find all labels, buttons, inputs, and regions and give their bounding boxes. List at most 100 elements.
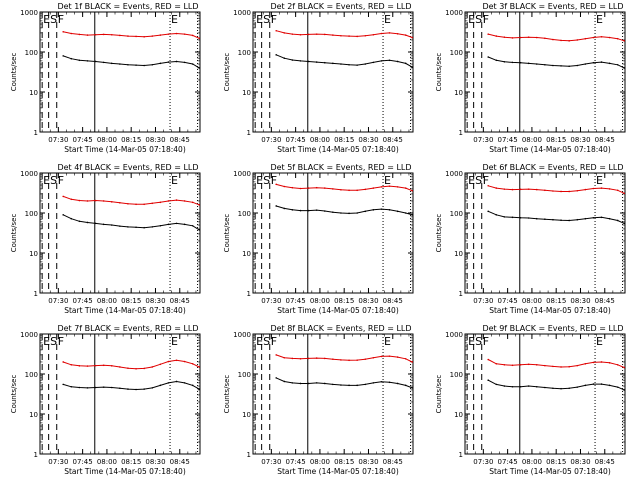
x-tick-label: 08:45 — [595, 458, 615, 466]
data-point-events — [404, 384, 407, 387]
series-line-lld — [487, 359, 625, 368]
data-point-events — [191, 384, 194, 387]
data-point-lld — [600, 361, 603, 363]
y-tick-label: 10 — [454, 250, 463, 258]
data-point-events — [198, 388, 200, 390]
data-point-events — [315, 382, 318, 384]
data-point-events — [576, 218, 579, 221]
data-point-lld — [315, 186, 318, 189]
data-point-lld — [356, 189, 358, 192]
data-point-events — [527, 62, 530, 65]
data-point-lld — [356, 35, 358, 38]
data-point-events — [315, 209, 318, 211]
x-tick-label: 08:45 — [595, 297, 615, 305]
x-tick-label: 07:30 — [261, 297, 281, 305]
data-point-lld — [487, 184, 490, 187]
data-point-lld — [143, 203, 145, 206]
data-point-lld — [291, 186, 294, 189]
data-point-events — [175, 60, 178, 63]
event-marker-label: ES — [256, 13, 270, 26]
data-point-events — [119, 225, 121, 227]
data-point-events — [299, 382, 302, 385]
data-point-lld — [404, 34, 407, 36]
data-point-events — [608, 62, 611, 65]
data-point-events — [94, 386, 97, 389]
data-point-events — [62, 214, 65, 216]
x-tick-label: 08:15 — [121, 458, 141, 466]
data-point-lld — [143, 35, 145, 38]
data-point-lld — [511, 188, 514, 191]
x-tick-label: 08:15 — [546, 136, 566, 144]
y-tick-label: 100 — [238, 371, 251, 379]
y-tick-label: 1000 — [233, 331, 251, 339]
data-point-events — [102, 386, 105, 388]
series-line-lld — [63, 359, 200, 370]
event-marker-label: F — [271, 174, 277, 187]
data-point-lld — [404, 357, 407, 360]
data-point-events — [503, 216, 506, 218]
data-point-lld — [70, 198, 73, 201]
data-point-lld — [388, 185, 391, 187]
x-tick-label: 07:30 — [473, 458, 493, 466]
data-point-events — [364, 210, 367, 213]
panel-det-7: Det 7f BLACK = Events, RED = LLD 1 10 100 10… — [10, 324, 201, 476]
data-point-events — [110, 62, 113, 65]
data-point-lld — [623, 366, 625, 369]
panel-title: Det 3f BLACK = Events, RED = LLD — [482, 2, 623, 11]
panel-title: Det 2f BLACK = Events, RED = LLD — [270, 2, 411, 11]
data-point-events — [70, 57, 73, 60]
data-point-lld — [396, 33, 399, 35]
data-point-lld — [175, 32, 178, 35]
data-point-lld — [372, 187, 375, 189]
x-tick-label: 08:00 — [97, 136, 117, 144]
data-point-events — [616, 63, 619, 66]
data-point-events — [299, 60, 302, 62]
data-point-events — [519, 61, 522, 64]
data-point-lld — [110, 365, 113, 367]
data-point-events — [167, 382, 170, 384]
data-point-events — [623, 67, 625, 69]
data-point-events — [191, 224, 194, 227]
x-axis-label: Start Time (14-Mar-05 07:18:40) — [277, 306, 399, 315]
y-axis-label: Counts/sec — [435, 214, 443, 253]
x-tick-label: 07:45 — [73, 458, 93, 466]
data-point-lld — [544, 189, 546, 192]
data-point-lld — [348, 359, 350, 362]
data-point-lld — [404, 187, 407, 189]
data-point-events — [198, 67, 200, 69]
data-point-events — [388, 209, 391, 211]
x-tick-label: 08:45 — [170, 458, 190, 466]
data-point-events — [592, 61, 595, 64]
data-point-events — [623, 389, 625, 391]
panel-title: Det 4f BLACK = Events, RED = LLD — [57, 163, 198, 172]
data-point-lld — [175, 199, 178, 201]
data-point-lld — [275, 354, 278, 356]
y-tick-label: 10 — [454, 89, 463, 97]
data-point-events — [62, 383, 65, 386]
x-tick-label: 08:15 — [546, 297, 566, 305]
data-point-events — [576, 64, 579, 67]
data-point-lld — [519, 36, 522, 39]
data-point-lld — [70, 363, 73, 366]
data-point-events — [119, 63, 121, 65]
data-point-lld — [487, 358, 490, 361]
data-point-lld — [78, 33, 81, 36]
data-point-lld — [323, 187, 326, 189]
data-point-events — [340, 384, 342, 386]
panel-det-9: Det 9f BLACK = Events, RED = LLD 1 10 100 10… — [435, 324, 626, 476]
data-point-lld — [608, 188, 611, 190]
data-point-lld — [600, 187, 603, 189]
data-point-events — [356, 64, 358, 66]
data-point-events — [592, 383, 595, 385]
data-point-events — [372, 61, 375, 64]
event-marker-label: ES — [256, 335, 270, 348]
y-tick-label: 100 — [450, 49, 463, 57]
event-marker-label: F — [58, 174, 64, 187]
series-line-lld — [488, 33, 625, 42]
data-point-lld — [102, 33, 105, 36]
data-point-lld — [495, 362, 498, 365]
data-point-events — [78, 59, 81, 62]
data-point-events — [388, 381, 391, 384]
series-line-lld — [276, 354, 413, 363]
data-point-events — [364, 63, 367, 65]
